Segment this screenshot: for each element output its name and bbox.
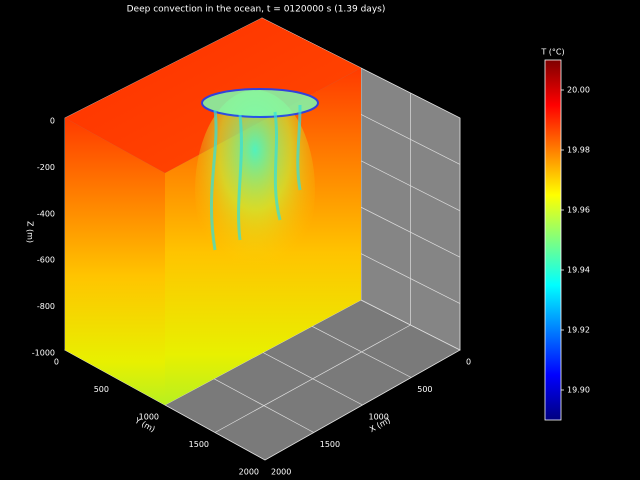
plume-cap	[201, 88, 319, 118]
volume-face	[65, 118, 165, 405]
plume	[195, 90, 315, 290]
colorbar-tick-label: 19.92	[567, 326, 590, 335]
grid-line	[214, 324, 411, 433]
x-tick-label: 0	[466, 358, 471, 367]
z-tick-label: -600	[37, 256, 55, 265]
colorbar-tick-label: 19.94	[567, 266, 590, 275]
colorbar-gradient	[544, 59, 562, 421]
y-tick-label: 0	[54, 358, 59, 367]
plume-streak	[209, 104, 302, 251]
x-tick-label: 2000	[271, 468, 291, 477]
y-tick-label: 2000	[239, 468, 259, 477]
colorbar-label: T (°C)	[540, 48, 564, 57]
colorbar-tick-label: 19.96	[567, 206, 590, 215]
colorbar-tick-label: 20.00	[567, 86, 590, 95]
z-axis-label: Z (m)	[26, 221, 35, 243]
z-tick-label: -200	[37, 163, 55, 172]
z-tick-label: -1000	[32, 349, 55, 358]
z-tick-label: -400	[37, 209, 55, 218]
y-tick-label: 1000	[139, 413, 159, 422]
colorbar-tick-label: 19.98	[567, 146, 590, 155]
y-tick-label: 1500	[189, 440, 209, 449]
plot-3d: -1000 -800 -600 -400 -200 0 0 500 1000 1500 2000 0 5…	[26, 17, 471, 477]
grid-line	[264, 349, 461, 461]
colorbar: T (°C) 19.90 19.92 19.94 19.96 19.98 20.00	[540, 48, 590, 421]
x-tick-label: 1000	[369, 413, 389, 422]
colorbar-tick-label: 19.90	[567, 386, 590, 395]
chart-title: Deep convection in the ocean, t = 012000…	[127, 5, 386, 15]
z-tick-label: -800	[37, 302, 55, 311]
x-tick-label: 500	[417, 385, 432, 394]
y-tick-label: 500	[94, 385, 109, 394]
z-tick-label: 0	[50, 117, 55, 126]
x-tick-label: 1500	[320, 440, 340, 449]
